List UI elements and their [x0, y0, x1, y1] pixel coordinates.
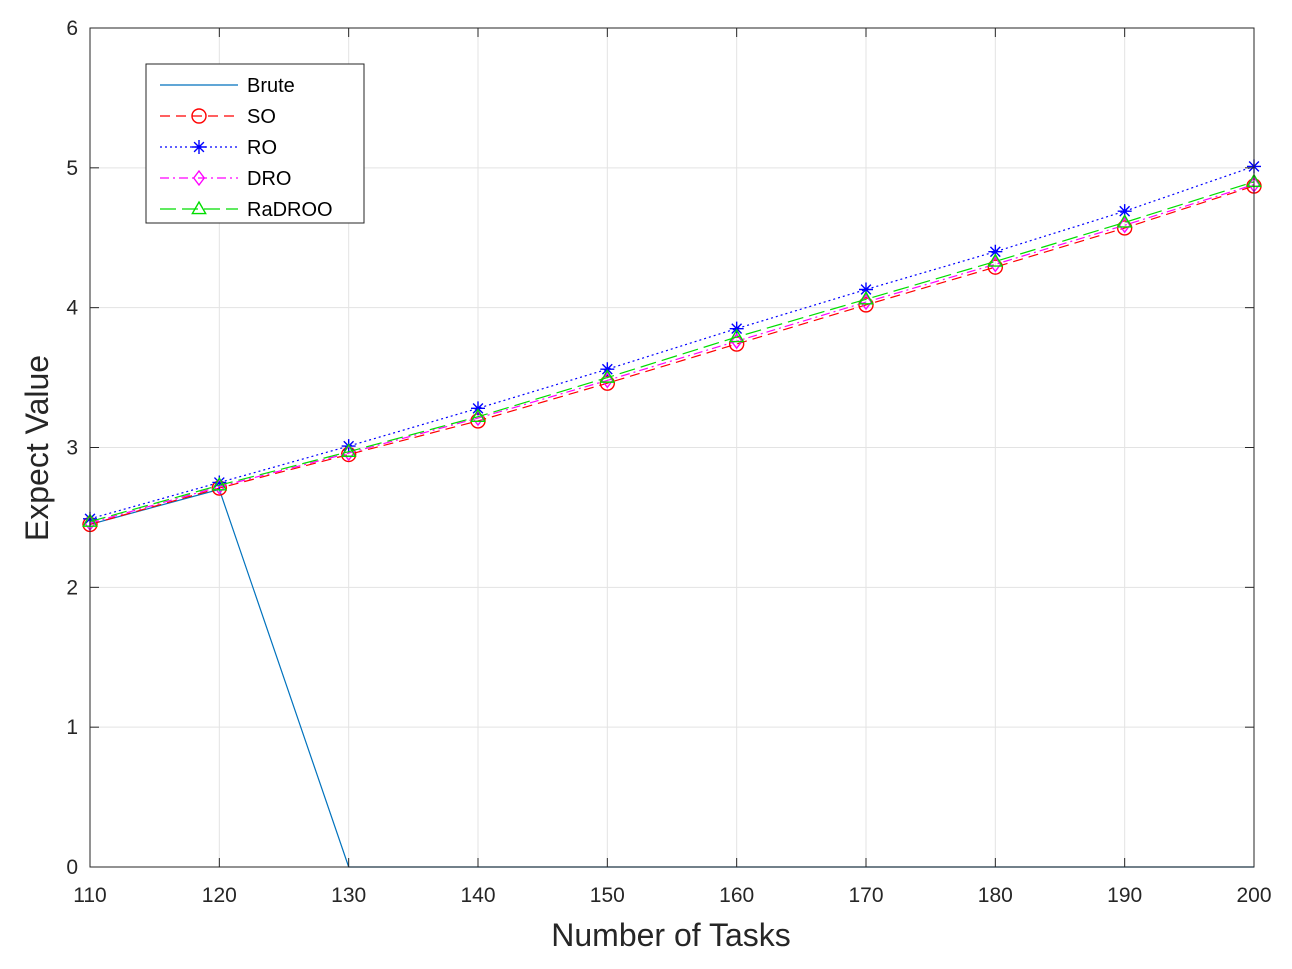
- triangle-marker: [1116, 213, 1133, 228]
- y-tick-label: 6: [66, 17, 78, 40]
- circle-marker: [858, 297, 874, 313]
- legend: Brute SO RO DRO RaDROO: [145, 63, 365, 224]
- tick-labels: 110 120 130 140 150 160 170 180 190 200 0 1 2 3 4 5 6: [66, 17, 1271, 907]
- triangle-marker: [728, 328, 745, 343]
- series-line: [89, 185, 1255, 525]
- x-tick-label: 160: [719, 884, 754, 907]
- legend-triangle-marker: [191, 200, 207, 215]
- y-tick-label: 5: [66, 157, 78, 180]
- legend-entry: RO: [160, 137, 277, 159]
- x-tick-label: 130: [331, 884, 366, 907]
- legend-label: SO: [247, 106, 276, 128]
- legend-entry: SO: [160, 106, 276, 128]
- asterisk-marker: [859, 282, 873, 297]
- legend-asterisk-marker: [192, 140, 206, 154]
- legend-entry: DRO: [160, 168, 291, 190]
- legend-entry: Brute: [160, 75, 295, 97]
- triangle-marker: [858, 290, 874, 305]
- y-tick-label: 4: [66, 297, 78, 320]
- triangle-marker: [340, 443, 357, 457]
- x-axis-label: Number of Tasks: [551, 917, 791, 953]
- x-tick-label: 170: [848, 884, 883, 907]
- series-line: [89, 181, 1255, 523]
- series-4: [82, 173, 1262, 527]
- triangle-marker: [987, 253, 1004, 267]
- x-tick-label: 110: [73, 884, 106, 907]
- y-tick-label: 0: [66, 856, 78, 879]
- asterisk-marker: [212, 475, 227, 490]
- legend-box: [145, 63, 365, 224]
- y-tick-label: 1: [66, 716, 78, 739]
- triangle-marker: [599, 369, 616, 383]
- triangle-marker: [470, 408, 486, 422]
- legend-label: RO: [247, 137, 277, 159]
- x-tick-label: 150: [590, 884, 625, 907]
- x-tick-label: 200: [1236, 884, 1271, 907]
- circle-marker: [1116, 220, 1133, 236]
- legend-diamond-marker: [192, 169, 206, 187]
- asterisk-marker: [1117, 204, 1132, 219]
- series-line: [89, 165, 1255, 520]
- y-tick-label: 2: [66, 576, 78, 599]
- x-tick-label: 190: [1107, 884, 1142, 907]
- asterisk-marker: [988, 244, 1003, 259]
- legend-label: DRO: [247, 168, 291, 190]
- diamond-marker: [730, 333, 743, 350]
- x-tick-label: 140: [460, 884, 495, 907]
- x-tick-label: 120: [202, 884, 237, 907]
- y-axis-label: Expect Value: [19, 355, 55, 541]
- legend-entry: RaDROO: [160, 199, 333, 221]
- legend-label: Brute: [247, 75, 295, 97]
- circle-marker: [987, 259, 1004, 275]
- legend-circle-marker: [191, 108, 207, 124]
- y-tick-label: 3: [66, 437, 78, 460]
- legend-label: RaDROO: [247, 199, 333, 221]
- triangle-marker: [211, 476, 228, 491]
- series-line: [89, 184, 1255, 524]
- x-tick-label: 180: [978, 884, 1013, 907]
- axes: [89, 27, 1255, 868]
